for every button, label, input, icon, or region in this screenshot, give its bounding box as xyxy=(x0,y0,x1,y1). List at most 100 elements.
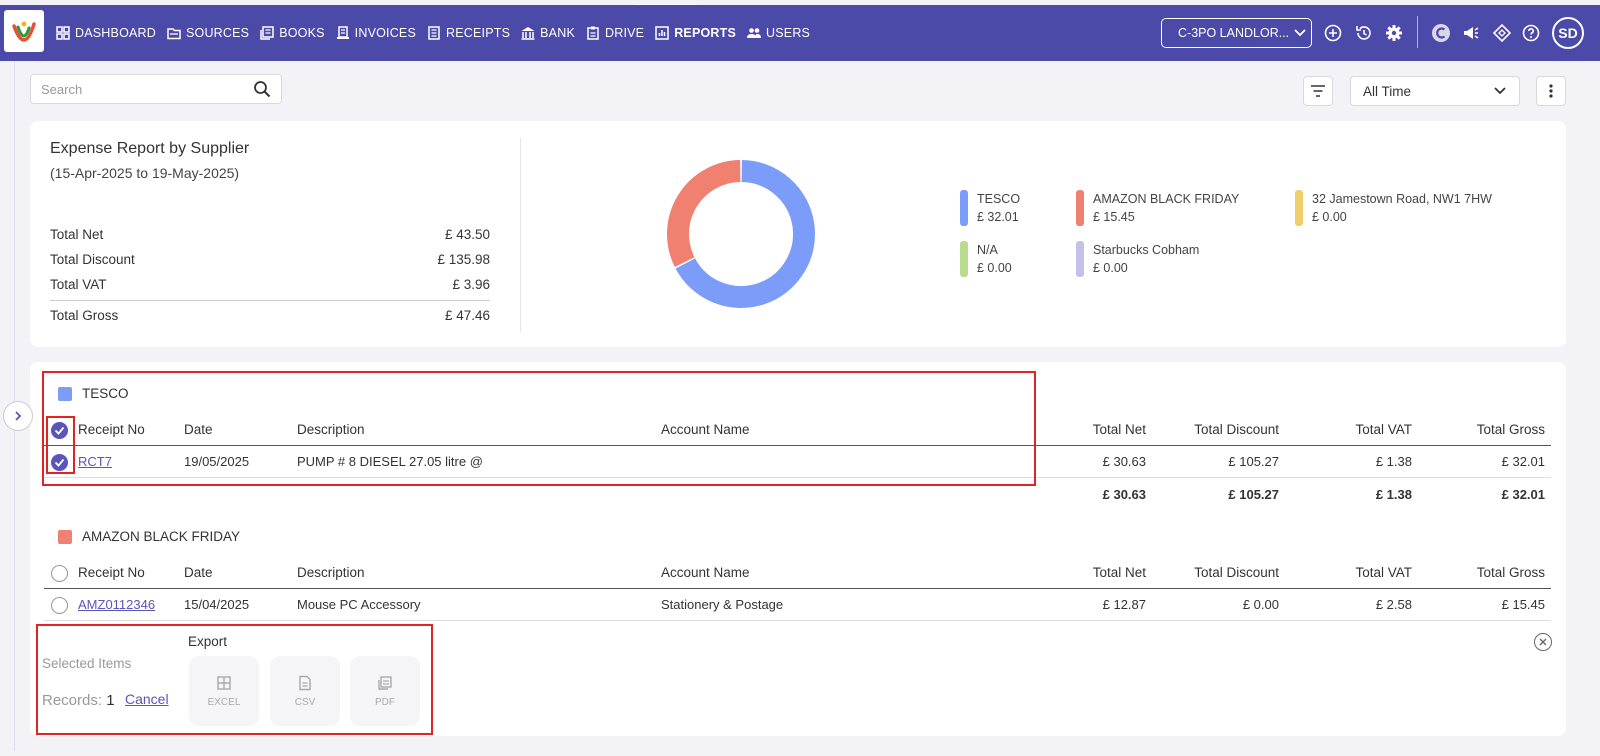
summary-row-net: Total Net £ 43.50 xyxy=(50,227,490,242)
nav-invoices[interactable]: INVOICES xyxy=(335,25,416,41)
nav-label: USERS xyxy=(766,26,811,40)
group-color-swatch xyxy=(58,529,72,544)
help-button[interactable] xyxy=(1521,23,1541,43)
logo-icon xyxy=(12,21,36,42)
main-nav: DASHBOARD SOURCES BOOKS INVOICES RECEIPT… xyxy=(55,5,810,61)
row-vat: £ 1.38 xyxy=(1375,454,1412,469)
toolbar-divider xyxy=(1417,16,1418,48)
nav-drive[interactable]: DRIVE xyxy=(585,25,644,41)
legend-swatch xyxy=(960,190,968,226)
nav-label: REPORTS xyxy=(674,26,737,40)
user-avatar[interactable]: SD xyxy=(1552,17,1584,49)
search-icon[interactable] xyxy=(253,80,271,98)
row-divider xyxy=(44,477,1551,478)
card-divider xyxy=(520,138,521,332)
legend-value: £ 0.00 xyxy=(1093,261,1128,275)
col-total-gross: Total Gross xyxy=(1476,565,1545,580)
records-label: Records: xyxy=(42,692,103,709)
history-icon xyxy=(1356,26,1371,40)
summary-divider xyxy=(50,300,490,301)
integrations-button[interactable] xyxy=(1492,23,1512,43)
close-selection-button[interactable] xyxy=(1534,633,1552,651)
time-filter-select[interactable]: All Time xyxy=(1350,76,1520,106)
col-total-net: Total Net xyxy=(1092,422,1146,437)
announcements-button[interactable] xyxy=(1461,23,1481,43)
nav-bank[interactable]: BANK xyxy=(520,25,575,41)
legend-value: £ 0.00 xyxy=(1312,210,1347,224)
users-icon xyxy=(747,28,762,38)
row-gross: £ 32.01 xyxy=(1501,454,1545,469)
legend-label: TESCO xyxy=(977,192,1021,206)
export-pdf-button[interactable]: PDF xyxy=(350,656,420,726)
annotation-highlight-tesco-group xyxy=(42,371,1036,486)
help-icon xyxy=(1522,24,1540,42)
row-net: £ 12.87 xyxy=(1102,597,1146,612)
report-title: Expense Report by Supplier xyxy=(50,140,250,157)
row-account: Stationery & Postage xyxy=(661,597,784,612)
group-color-swatch xyxy=(58,386,72,401)
summary-row-discount: Total Discount £ 135.98 xyxy=(50,252,490,267)
nav-sources[interactable]: SOURCES xyxy=(166,25,249,41)
export-csv-button[interactable]: CSV xyxy=(270,656,340,726)
add-button[interactable] xyxy=(1323,23,1343,43)
nav-label: INVOICES xyxy=(354,26,417,40)
legend-item: AMAZON BLACK FRIDAY £ 15.45 xyxy=(1076,190,1239,226)
nav-receipts[interactable]: RECEIPTS xyxy=(426,25,510,41)
nav-label: SOURCES xyxy=(185,26,250,40)
settings-button[interactable] xyxy=(1384,23,1404,43)
nav-reports[interactable]: REPORTS xyxy=(654,25,736,41)
export-label: EXCEL xyxy=(207,696,241,708)
col-total-gross: Total Gross xyxy=(1476,422,1545,437)
header-divider xyxy=(44,588,1551,589)
search-box[interactable] xyxy=(30,74,282,104)
app-logo[interactable] xyxy=(4,10,44,52)
search-input[interactable] xyxy=(41,81,253,97)
subtotal-gross: £ 32.01 xyxy=(1501,487,1545,502)
nav-dashboard[interactable]: DASHBOARD xyxy=(55,25,156,41)
subtotal-discount: £ 105.27 xyxy=(1228,487,1279,502)
chevron-right-icon xyxy=(15,411,22,421)
drive-icon xyxy=(587,26,599,40)
reports-icon xyxy=(655,26,669,40)
annotation-highlight-checkboxes xyxy=(46,416,75,474)
row-checkbox[interactable] xyxy=(51,597,68,614)
company-name: C-3PO LANDLOR... xyxy=(1178,26,1290,40)
select-all-checkbox[interactable] xyxy=(51,422,68,439)
legend-swatch xyxy=(960,241,968,277)
receipt-link[interactable]: RCT7 xyxy=(78,454,112,469)
donut-slice-amazon-black-friday[interactable] xyxy=(667,160,741,268)
col-date: Date xyxy=(184,422,213,437)
more-options-button[interactable] xyxy=(1536,76,1566,106)
export-label: Export xyxy=(188,634,228,649)
subtotal-vat: £ 1.38 xyxy=(1375,487,1412,502)
summary-value: £ 47.46 xyxy=(444,308,490,323)
summary-row-gross: Total Gross £ 47.46 xyxy=(50,308,490,323)
filter-button[interactable] xyxy=(1303,76,1333,106)
currency-button[interactable] xyxy=(1430,22,1452,44)
nav-label: DASHBOARD xyxy=(75,26,156,40)
books-icon xyxy=(260,26,274,40)
history-button[interactable] xyxy=(1354,23,1374,43)
nav-users[interactable]: USERS xyxy=(746,25,810,41)
receipt-link[interactable]: AMZ0112346 xyxy=(78,597,156,612)
group-name: TESCO xyxy=(82,386,129,401)
company-selector[interactable]: C-3PO LANDLOR... xyxy=(1161,18,1312,48)
legend-item: N/A £ 0.00 xyxy=(960,241,1012,277)
check-icon xyxy=(54,458,65,467)
summary-row-vat: Total VAT £ 3.96 xyxy=(50,277,490,292)
export-excel-button[interactable]: EXCEL xyxy=(189,656,259,726)
records-value: 1 xyxy=(106,692,115,709)
donut-slice-tesco[interactable] xyxy=(675,160,815,308)
nav-books[interactable]: BOOKS xyxy=(259,25,324,41)
close-icon xyxy=(1539,638,1547,646)
megaphone-icon xyxy=(1464,27,1479,39)
col-description: Description xyxy=(297,422,365,437)
row-checkbox[interactable] xyxy=(51,454,68,471)
summary-label: Total Discount xyxy=(50,252,135,267)
select-all-checkbox[interactable] xyxy=(51,565,68,582)
expand-sidebar-button[interactable] xyxy=(3,401,33,431)
legend-label: N/A xyxy=(977,243,998,257)
summary-value: £ 135.98 xyxy=(437,252,490,267)
group-header-amazon: AMAZON BLACK FRIDAY xyxy=(58,529,240,544)
cancel-selection-link[interactable]: Cancel xyxy=(125,691,169,707)
